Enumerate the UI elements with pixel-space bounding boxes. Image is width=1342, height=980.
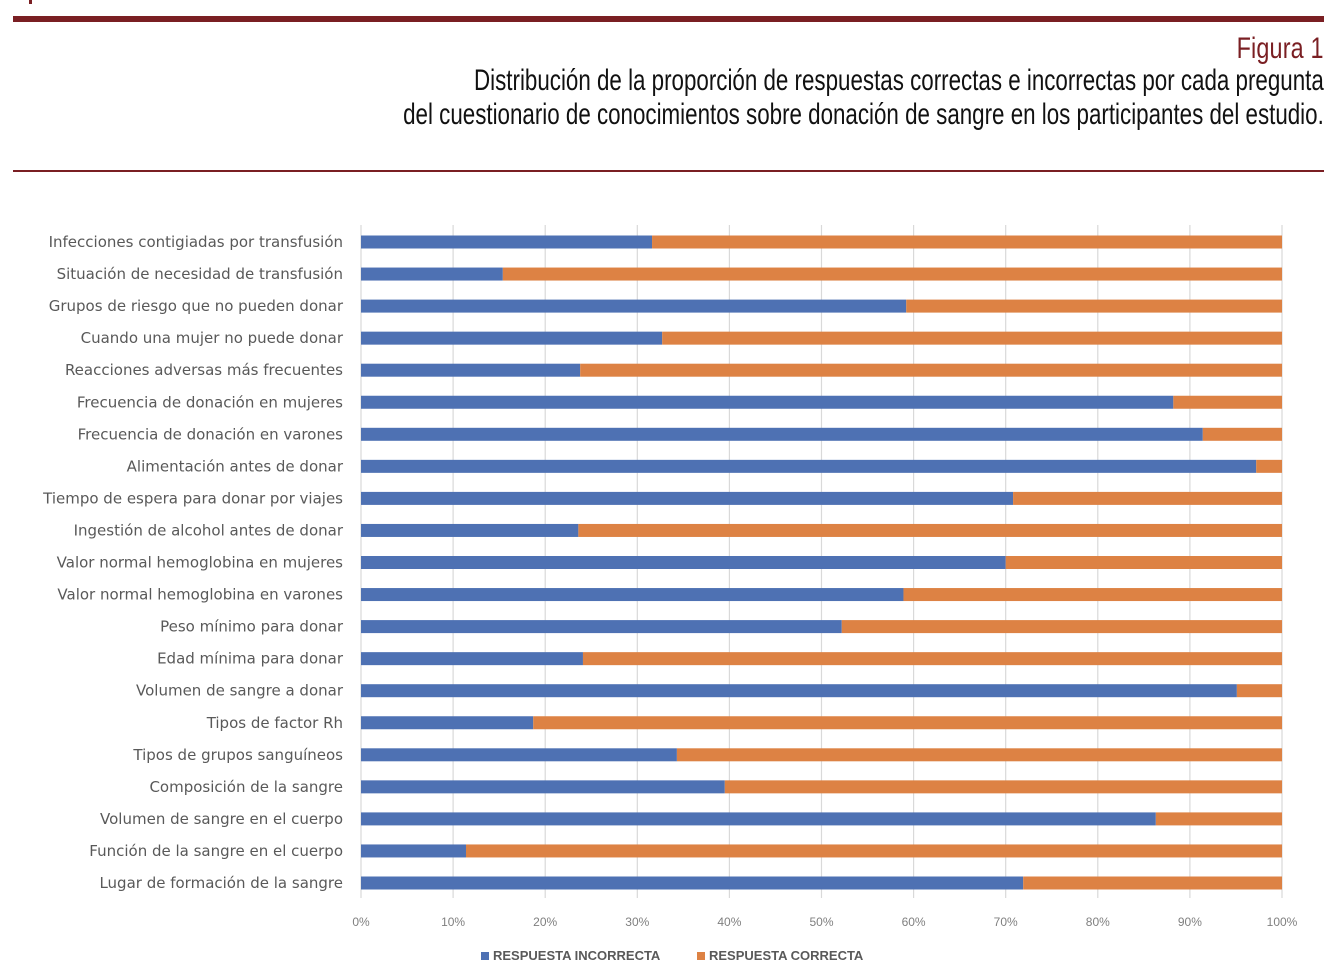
bar-correct [1013, 491, 1282, 505]
bar-correct [841, 620, 1282, 634]
x-tick-label: 100% [1267, 915, 1298, 929]
bar-correct [465, 844, 1282, 858]
bar-incorrect [361, 395, 1174, 409]
bar-correct [578, 523, 1282, 537]
bar-correct [724, 780, 1282, 794]
cropped-text-fragment [29, 0, 32, 4]
bars [361, 235, 1283, 890]
bar-correct [1173, 395, 1282, 409]
bar-incorrect [361, 331, 663, 345]
bar-incorrect [361, 299, 907, 313]
bar-incorrect [361, 588, 904, 602]
bar-incorrect [361, 459, 1257, 473]
bar-correct [906, 299, 1282, 313]
category-label: Lugar de formación de la sangre [99, 874, 343, 892]
category-label: Composición de la sangre [149, 778, 343, 796]
figure-caption: Distribución de la proporción de respues… [403, 64, 1324, 132]
category-label: Frecuencia de donación en mujeres [77, 393, 343, 411]
bar-incorrect [361, 780, 725, 794]
bar-correct [903, 588, 1282, 602]
category-label: Alimentación antes de donar [127, 457, 344, 475]
bar-incorrect [361, 620, 842, 634]
x-tick-labels: 0% 10% 20% 30% 40% 50% 60% 70% 80% 90% 100% [352, 915, 1297, 929]
category-labels: Infecciones contigiadas por transfusión S… [42, 233, 344, 892]
category-label: Tipos de factor Rh [206, 714, 343, 732]
bar-incorrect [361, 844, 466, 858]
category-label: Frecuencia de donación en varones [78, 425, 344, 443]
bar-incorrect [361, 363, 581, 377]
bar-incorrect [361, 491, 1014, 505]
x-tick-label: 50% [809, 915, 833, 929]
bar-incorrect [361, 812, 1156, 826]
bar-incorrect [361, 523, 579, 537]
category-label: Peso mínimo para donar [160, 618, 344, 636]
x-tick-label: 70% [994, 915, 1018, 929]
bar-correct [676, 748, 1282, 762]
x-tick-label: 0% [352, 915, 370, 929]
category-label: Situación de necesidad de transfusión [57, 265, 343, 283]
legend-label: RESPUESTA INCORRECTA [493, 948, 661, 963]
category-label: Ingestión de alcohol antes de donar [74, 521, 344, 539]
bar-correct [580, 363, 1282, 377]
legend-swatch [481, 952, 489, 960]
bar-incorrect [361, 427, 1203, 441]
caption-rule [13, 170, 1324, 172]
legend-label: RESPUESTA CORRECTA [709, 948, 864, 963]
header-rule [13, 16, 1324, 22]
category-label: Función de la sangre en el cuerpo [89, 842, 343, 860]
bar-correct [1155, 812, 1282, 826]
bar-correct [652, 235, 1282, 249]
bar-incorrect [361, 652, 583, 666]
stacked-bar-chart: Infecciones contigiadas por transfusión S… [42, 225, 1298, 963]
legend-swatch [697, 952, 705, 960]
bar-incorrect [361, 267, 503, 281]
bar-incorrect [361, 876, 1024, 890]
category-label: Infecciones contigiadas por transfusión [49, 233, 343, 251]
category-label: Grupos de riesgo que no pueden donar [49, 297, 344, 315]
bar-correct [582, 652, 1282, 666]
figure-label: Figura 1 [1236, 32, 1324, 65]
x-tick-label: 60% [902, 915, 926, 929]
category-label: Edad mínima para donar [157, 650, 344, 668]
bar-incorrect [361, 235, 653, 249]
category-label: Volumen de sangre a donar [136, 682, 344, 700]
bar-correct [1202, 427, 1282, 441]
legend: RESPUESTA INCORRECTA RESPUESTA CORRECTA [481, 948, 864, 963]
bar-correct [1256, 459, 1282, 473]
bar-correct [1005, 556, 1282, 569]
bar-correct [502, 267, 1283, 281]
category-label: Volumen de sangre en el cuerpo [100, 810, 343, 828]
bar-incorrect [361, 684, 1237, 698]
bar-correct [533, 716, 1282, 730]
x-tick-label: 40% [717, 915, 741, 929]
x-tick-label: 10% [441, 915, 465, 929]
x-tick-label: 90% [1178, 915, 1202, 929]
category-label: Valor normal hemoglobina en mujeres [57, 554, 344, 572]
category-label: Tiempo de espera para donar por viajes [42, 489, 343, 507]
x-tick-label: 20% [533, 915, 557, 929]
caption-line-2: del cuestionario de conocimientos sobre … [403, 98, 1324, 131]
bar-incorrect [361, 556, 1006, 569]
category-label: Cuando una mujer no puede donar [81, 329, 344, 347]
bar-correct [662, 331, 1282, 345]
category-label: Valor normal hemoglobina en varones [57, 586, 343, 604]
caption-line-1: Distribución de la proporción de respues… [474, 64, 1324, 97]
x-tick-label: 30% [625, 915, 649, 929]
bar-incorrect [361, 748, 677, 762]
bar-correct [1236, 684, 1282, 698]
bar-correct [1023, 876, 1282, 890]
bar-incorrect [361, 716, 534, 730]
x-tick-label: 80% [1086, 915, 1110, 929]
category-label: Tipos de grupos sanguíneos [132, 746, 343, 764]
category-label: Reacciones adversas más frecuentes [65, 361, 343, 379]
